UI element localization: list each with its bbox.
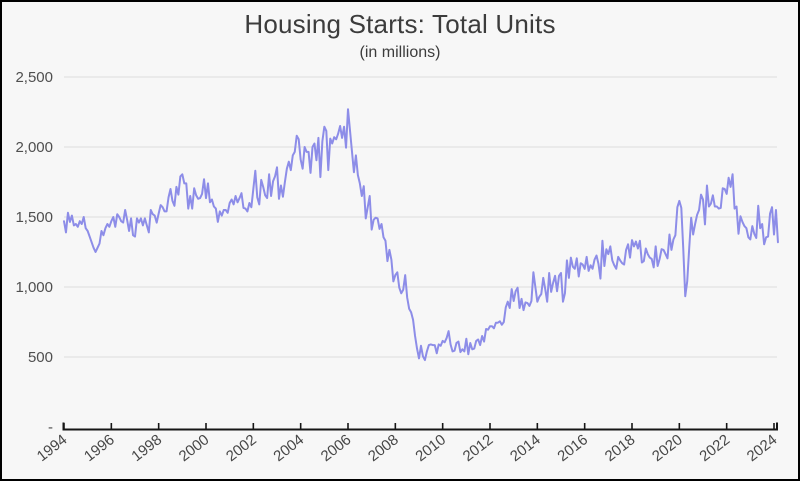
chart-subtitle: (in millions) xyxy=(359,44,441,61)
x-tick-label: 1994 xyxy=(34,431,71,465)
y-tick-label: 2,000 xyxy=(15,139,53,156)
x-tick-label: 2000 xyxy=(176,431,213,465)
x-tick-label: 2008 xyxy=(365,431,402,465)
x-tick-label: 2016 xyxy=(554,431,591,465)
x-tick-label: 1996 xyxy=(81,431,118,465)
x-tick-label: 2022 xyxy=(696,431,733,465)
x-tick-label: 2014 xyxy=(507,431,544,465)
housing-starts-line xyxy=(63,108,779,362)
y-tick-label: 2,500 xyxy=(15,69,53,86)
y-axis-labels: - 500 1,000 1,500 2,000 2,500 xyxy=(15,69,53,436)
x-tick-label: 2010 xyxy=(412,431,449,465)
x-tick-label: 2024 xyxy=(744,431,781,465)
x-axis-labels: 1994 1996 1998 2000 2002 2004 2006 2008 2010 2012… xyxy=(34,431,781,465)
y-tick-label: 1,500 xyxy=(15,209,53,226)
y-tick-label: 500 xyxy=(28,349,53,366)
x-tick-label: 2004 xyxy=(270,431,307,465)
y-tick-label: - xyxy=(48,419,53,436)
chart-title: Housing Starts: Total Units xyxy=(244,9,556,39)
x-tick-label: 2012 xyxy=(460,431,497,465)
x-axis-domain xyxy=(62,422,778,431)
x-tick-label: 2020 xyxy=(649,431,686,465)
x-tick-label: 2018 xyxy=(602,431,639,465)
x-tick-label: 2002 xyxy=(223,431,260,465)
x-tick-label: 1998 xyxy=(128,431,165,465)
y-tick-label: 1,000 xyxy=(15,279,53,296)
data-series xyxy=(63,108,779,362)
gridlines xyxy=(64,76,777,358)
x-axis xyxy=(62,422,778,431)
x-tick-label: 2006 xyxy=(318,431,355,465)
